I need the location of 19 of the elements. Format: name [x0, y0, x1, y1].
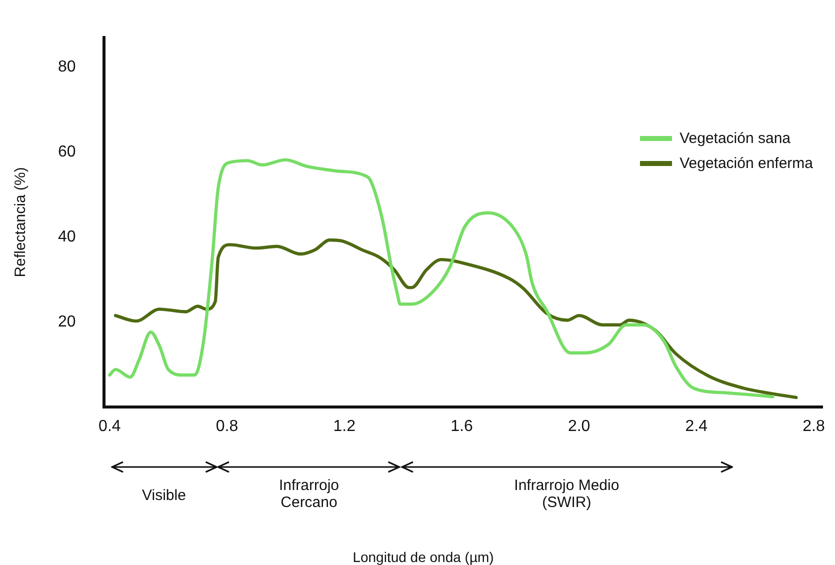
y-tick-label: 60 — [58, 144, 76, 161]
x-tick-label: 1.2 — [333, 418, 356, 435]
x-tick-label: 2.8 — [802, 418, 825, 435]
y-tick-label: 20 — [58, 313, 76, 330]
text: Infrarrojo Medio (SWIR) — [513, 476, 620, 511]
text: Infrarrojo Cercano — [278, 476, 340, 511]
x-tick-label: 1.6 — [450, 418, 473, 435]
legend-label: Vegetación sana — [680, 130, 791, 147]
line-series — [114, 238, 798, 400]
text: Longitud de onda (µm) — [352, 548, 494, 565]
x-tick-label: 2.0 — [568, 418, 590, 435]
x-tick-label: 2.4 — [685, 418, 708, 435]
y-tick-label: 80 — [58, 58, 76, 76]
y-tick-label: 40 — [58, 228, 76, 246]
x-tick-label: 0.8 — [216, 418, 238, 435]
legend-label: Vegetación enferma — [680, 154, 814, 172]
x-tick-label: 0.4 — [98, 418, 121, 435]
text: Visible — [141, 486, 187, 504]
y-axis-title: Reflectancia (%) — [12, 167, 30, 278]
